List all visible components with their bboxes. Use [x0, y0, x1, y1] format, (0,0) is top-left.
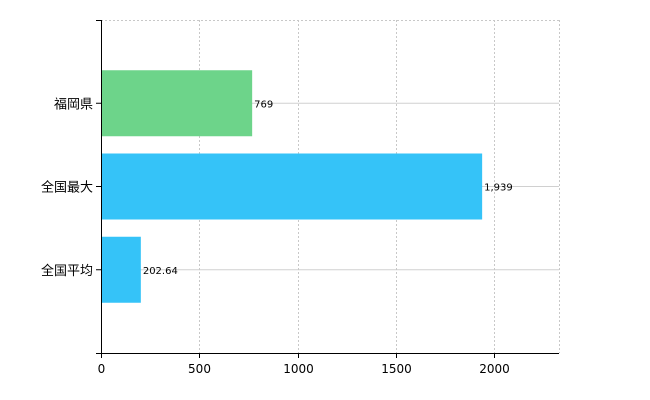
x-tick-label: 0 — [98, 362, 106, 376]
bar — [101, 70, 253, 137]
axes-layer — [96, 20, 559, 358]
x-tick-label: 1500 — [381, 362, 412, 376]
labels-layer: 福岡県 769 全国最大 1,939 全国平均 202.64 0 500 1000 1500 200… — [41, 97, 513, 376]
category-label: 全国最大 — [41, 180, 93, 196]
x-tick-label: 2000 — [479, 362, 510, 376]
category-label: 全国平均 — [41, 263, 93, 279]
category-label: 福岡県 — [54, 97, 93, 112]
x-tick-label: 1000 — [283, 362, 314, 376]
data-label: 1,939 — [484, 183, 513, 194]
data-label: 202.64 — [143, 266, 178, 277]
bar — [101, 236, 141, 303]
bar — [101, 153, 483, 220]
data-label: 769 — [254, 99, 273, 110]
bars-layer — [101, 70, 483, 303]
x-tick-label: 500 — [188, 362, 211, 376]
